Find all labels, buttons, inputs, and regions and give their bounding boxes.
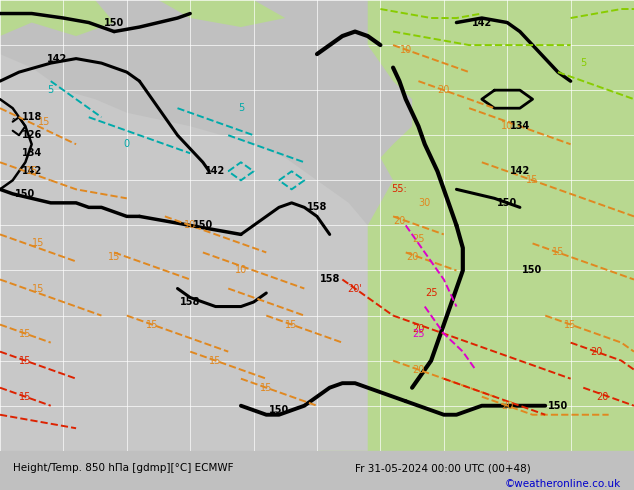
- Text: 25: 25: [412, 329, 425, 339]
- Polygon shape: [158, 0, 285, 27]
- Text: 15: 15: [108, 252, 120, 262]
- Text: 10: 10: [399, 45, 412, 54]
- Text: 15: 15: [209, 356, 222, 366]
- Text: 158: 158: [307, 202, 327, 212]
- Text: ©weatheronline.co.uk: ©weatheronline.co.uk: [505, 479, 621, 489]
- Text: 10: 10: [501, 121, 514, 131]
- Text: 150: 150: [522, 266, 543, 275]
- Text: 20: 20: [590, 346, 602, 357]
- Text: 134: 134: [510, 121, 530, 131]
- Text: Height/Temp. 850 hΠa [gdmp][°C] ECMWF: Height/Temp. 850 hΠa [gdmp][°C] ECMWF: [13, 464, 233, 473]
- Text: 15: 15: [146, 319, 158, 330]
- Text: 150: 150: [548, 401, 568, 411]
- Text: 15: 15: [25, 166, 38, 176]
- Text: 20': 20': [347, 284, 363, 294]
- Text: 150: 150: [497, 198, 517, 208]
- Text: 15: 15: [19, 392, 32, 402]
- Text: 15: 15: [19, 356, 32, 366]
- Polygon shape: [0, 54, 368, 451]
- Text: 15: 15: [260, 383, 273, 392]
- Text: 20: 20: [406, 252, 418, 262]
- Text: 5: 5: [48, 85, 54, 95]
- Text: 142: 142: [205, 166, 226, 176]
- Text: 118: 118: [22, 112, 42, 122]
- Text: 134: 134: [22, 148, 42, 158]
- Text: 20: 20: [412, 324, 425, 334]
- Text: 20: 20: [596, 392, 609, 402]
- Text: 150: 150: [104, 18, 124, 27]
- Text: 5: 5: [580, 58, 586, 68]
- Text: 158: 158: [180, 297, 200, 307]
- Text: 20: 20: [393, 216, 406, 226]
- Text: 150: 150: [15, 189, 36, 199]
- Text: 150: 150: [269, 405, 289, 415]
- Text: 15: 15: [285, 319, 298, 330]
- Text: 25: 25: [425, 288, 437, 298]
- Text: 15: 15: [526, 175, 539, 185]
- Text: 142: 142: [22, 166, 42, 176]
- Text: 20: 20: [437, 85, 450, 95]
- Text: 15: 15: [38, 117, 51, 127]
- Text: 10: 10: [184, 220, 197, 230]
- Text: 15: 15: [32, 239, 44, 248]
- Text: 5: 5: [238, 103, 244, 113]
- Text: 142: 142: [47, 53, 67, 64]
- Text: 55:: 55:: [392, 184, 407, 195]
- Polygon shape: [0, 0, 114, 36]
- Polygon shape: [317, 0, 634, 451]
- Text: °: °: [11, 119, 15, 125]
- Text: 0: 0: [124, 139, 130, 149]
- Text: 20: 20: [412, 365, 425, 375]
- Text: 158: 158: [320, 274, 340, 285]
- Text: Fr 31-05-2024 00:00 UTC (00+48): Fr 31-05-2024 00:00 UTC (00+48): [355, 464, 531, 473]
- Text: 15: 15: [19, 329, 32, 339]
- Text: 142: 142: [472, 18, 492, 27]
- Text: 15: 15: [552, 247, 564, 257]
- Text: 150: 150: [193, 220, 213, 230]
- Text: 25: 25: [412, 234, 425, 244]
- Text: 30: 30: [418, 198, 431, 208]
- Text: 126: 126: [22, 130, 42, 140]
- Text: 15: 15: [32, 284, 44, 294]
- Text: 142: 142: [510, 166, 530, 176]
- Text: 15: 15: [564, 319, 577, 330]
- Text: 10: 10: [235, 266, 247, 275]
- Text: 20: 20: [501, 401, 514, 411]
